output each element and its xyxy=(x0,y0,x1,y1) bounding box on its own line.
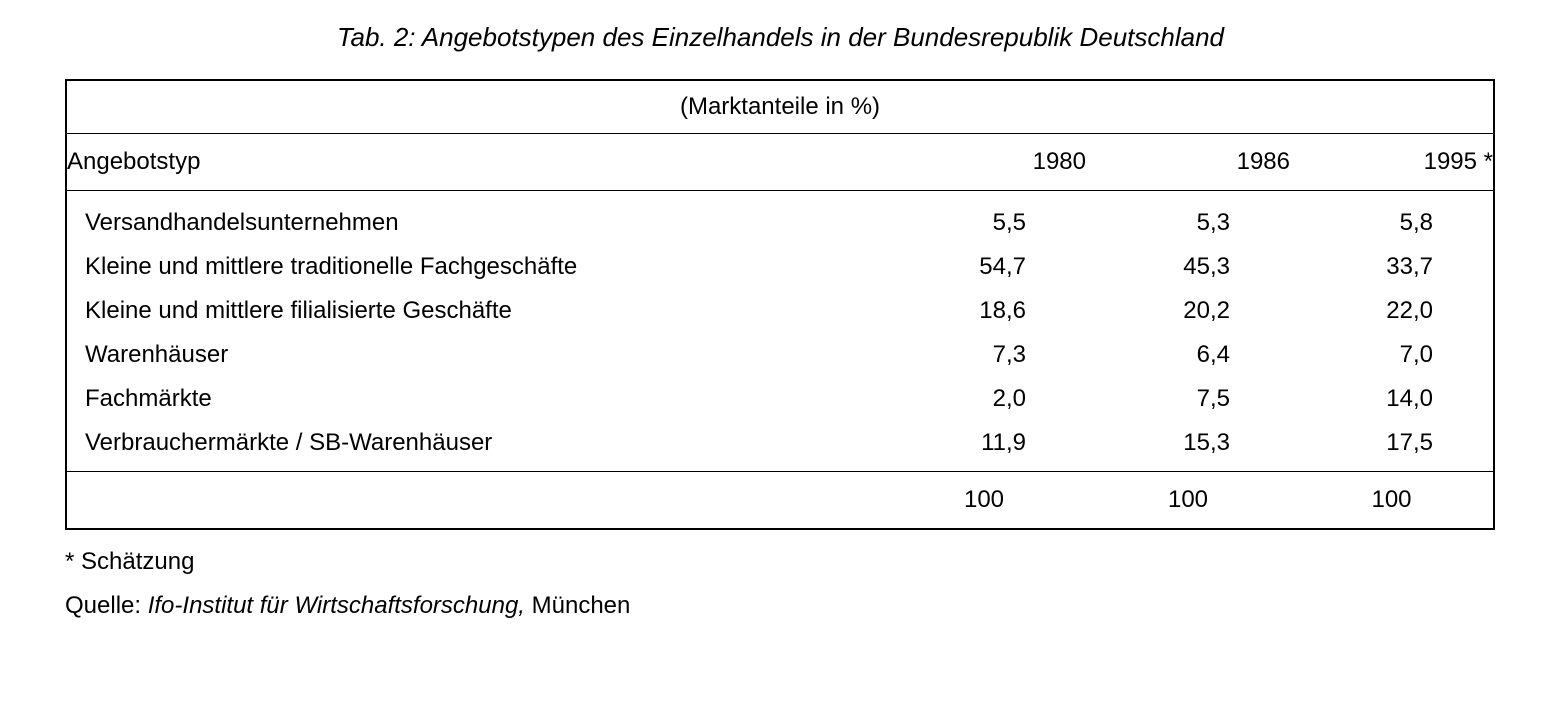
row-val-1980: 5,5 xyxy=(882,191,1086,246)
table-row: Kleine und mittlere traditionelle Fachge… xyxy=(66,245,1494,289)
total-1986: 100 xyxy=(1086,472,1290,530)
row-val-1986: 15,3 xyxy=(1086,421,1290,472)
row-val-1995: 5,8 xyxy=(1290,191,1494,246)
row-val-1986: 5,3 xyxy=(1086,191,1290,246)
total-1980: 100 xyxy=(882,472,1086,530)
row-val-1995: 14,0 xyxy=(1290,377,1494,421)
source-institution: Ifo-Institut für Wirtschaftsforschung, xyxy=(148,592,525,619)
source-prefix: Quelle: xyxy=(65,592,141,619)
source-line: Quelle: Ifo-Institut für Wirtschaftsfors… xyxy=(65,592,1561,620)
table-row: Fachmärkte 2,0 7,5 14,0 xyxy=(66,377,1494,421)
row-val-1995: 22,0 xyxy=(1290,289,1494,333)
row-label: Kleine und mittlere filialisierte Geschä… xyxy=(66,289,882,333)
footnote: * Schätzung xyxy=(65,548,1561,576)
table-title: Tab. 2: Angebotstypen des Einzelhandels … xyxy=(0,22,1561,53)
total-1995: 100 xyxy=(1290,472,1494,530)
row-val-1995: 33,7 xyxy=(1290,245,1494,289)
row-label: Warenhäuser xyxy=(66,333,882,377)
table-header-row: Angebotstyp 1980 1986 1995 * xyxy=(66,134,1494,191)
total-label xyxy=(66,472,882,530)
row-val-1980: 54,7 xyxy=(882,245,1086,289)
table-row: Versandhandelsunternehmen 5,5 5,3 5,8 xyxy=(66,191,1494,246)
row-val-1995: 7,0 xyxy=(1290,333,1494,377)
table-row: Verbrauchermärkte / SB-Warenhäuser 11,9 … xyxy=(66,421,1494,472)
table-caption: (Marktanteile in %) xyxy=(66,80,1494,134)
row-label: Verbrauchermärkte / SB-Warenhäuser xyxy=(66,421,882,472)
row-val-1986: 7,5 xyxy=(1086,377,1290,421)
row-label: Fachmärkte xyxy=(66,377,882,421)
row-val-1986: 6,4 xyxy=(1086,333,1290,377)
header-label: Angebotstyp xyxy=(66,134,882,191)
row-val-1986: 45,3 xyxy=(1086,245,1290,289)
row-val-1986: 20,2 xyxy=(1086,289,1290,333)
table-total-row: 100 100 100 xyxy=(66,472,1494,530)
table-row: Warenhäuser 7,3 6,4 7,0 xyxy=(66,333,1494,377)
table-caption-row: (Marktanteile in %) xyxy=(66,80,1494,134)
header-year-1986: 1986 xyxy=(1086,134,1290,191)
row-val-1980: 2,0 xyxy=(882,377,1086,421)
row-val-1980: 7,3 xyxy=(882,333,1086,377)
source-city: München xyxy=(525,592,630,619)
retail-types-table: (Marktanteile in %) Angebotstyp 1980 198… xyxy=(65,79,1495,530)
row-val-1980: 11,9 xyxy=(882,421,1086,472)
row-val-1980: 18,6 xyxy=(882,289,1086,333)
header-year-1995: 1995 * xyxy=(1290,134,1494,191)
row-label: Kleine und mittlere traditionelle Fachge… xyxy=(66,245,882,289)
row-label: Versandhandelsunternehmen xyxy=(66,191,882,246)
row-val-1995: 17,5 xyxy=(1290,421,1494,472)
header-year-1980: 1980 xyxy=(882,134,1086,191)
table-row: Kleine und mittlere filialisierte Geschä… xyxy=(66,289,1494,333)
